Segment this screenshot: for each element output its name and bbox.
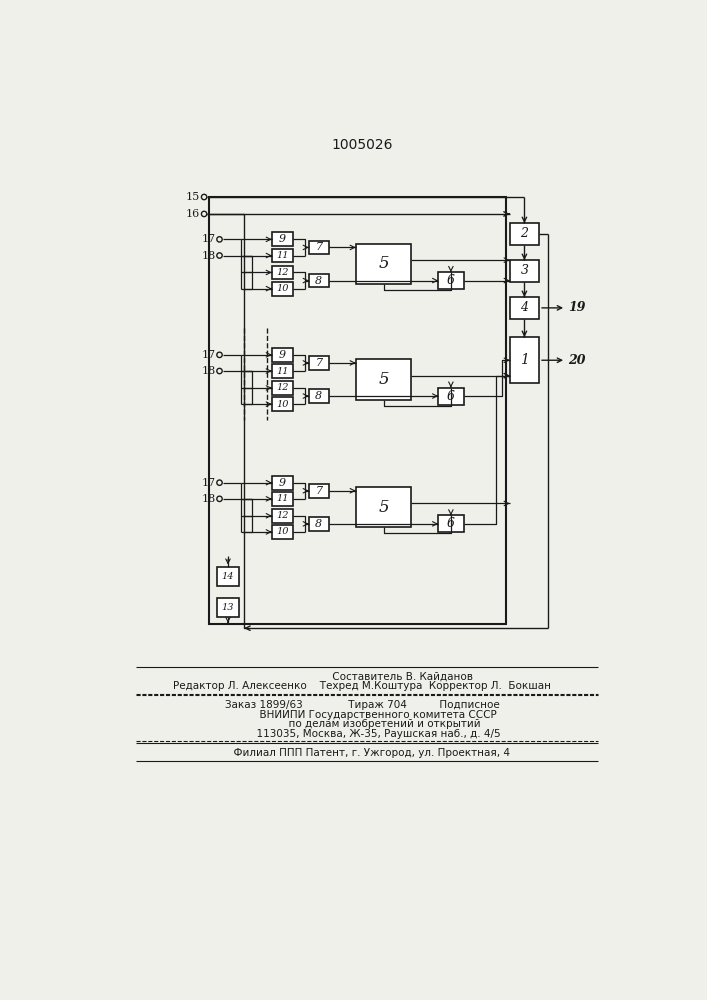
Bar [356,359,411,400]
Bar [272,266,293,279]
Bar [510,297,539,319]
Text: 10: 10 [276,284,288,293]
Text: 11: 11 [276,251,288,260]
Text: 8: 8 [315,391,322,401]
Text: 4: 4 [520,301,528,314]
Text: 6: 6 [447,274,455,287]
Text: 14: 14 [222,572,234,581]
Bar [309,484,329,498]
Bar [272,397,293,411]
Text: 7: 7 [315,486,322,496]
Bar [272,249,293,262]
Text: 8: 8 [315,276,322,286]
Text: 10: 10 [276,527,288,536]
Text: 20: 20 [568,354,586,367]
Text: 5: 5 [378,255,389,272]
Bar [438,515,464,532]
Text: 12: 12 [276,383,288,392]
Text: 8: 8 [315,519,322,529]
Text: 15: 15 [185,192,199,202]
Bar [217,598,239,617]
Bar [438,388,464,405]
Text: 9: 9 [279,234,286,244]
Bar [438,272,464,289]
Text: 16: 16 [185,209,199,219]
Bar [272,282,293,296]
Bar [272,348,293,362]
Text: 17: 17 [201,234,216,244]
Bar [217,567,239,586]
Bar [356,244,411,284]
Text: 6: 6 [447,390,455,403]
Bar [272,525,293,539]
Bar [309,389,329,403]
Text: Заказ 1899/63              Тираж 704          Подписное: Заказ 1899/63 Тираж 704 Подписное [225,700,499,710]
Text: 7: 7 [315,242,322,252]
Bar [272,381,293,395]
Text: 13: 13 [222,603,234,612]
Text: по делам изобретений и открытий: по делам изобретений и открытий [243,719,481,729]
Text: 1005026: 1005026 [331,138,392,152]
Bar [272,232,293,246]
Bar [356,487,411,527]
Bar [272,476,293,490]
Bar [309,517,329,531]
Text: 17: 17 [201,350,216,360]
Text: 9: 9 [279,478,286,488]
Text: 1: 1 [520,353,529,367]
Bar [272,509,293,523]
Text: 10: 10 [276,400,288,409]
Text: 12: 12 [276,268,288,277]
Text: 11: 11 [276,367,288,376]
Text: 2: 2 [520,227,528,240]
Text: 11: 11 [276,494,288,503]
Text: Филиал ППП Патент, г. Ужгород, ул. Проектная, 4: Филиал ППП Патент, г. Ужгород, ул. Проек… [214,748,510,758]
Text: 18: 18 [201,366,216,376]
Bar [510,337,539,383]
Text: 9: 9 [279,350,286,360]
Text: 3: 3 [520,264,528,277]
Text: 5: 5 [378,371,389,388]
Text: 7: 7 [315,358,322,368]
Bar [272,492,293,506]
Text: 113035, Москва, Ж-35, Раушская наб., д. 4/5: 113035, Москва, Ж-35, Раушская наб., д. … [223,729,501,739]
Text: 6: 6 [447,517,455,530]
Text: ВНИИПИ Государственного комитета СССР: ВНИИПИ Государственного комитета СССР [227,710,497,720]
Bar [309,241,329,254]
Text: Составитель В. Кайданов: Составитель В. Кайданов [251,672,473,682]
Text: 19: 19 [568,301,586,314]
Text: Редактор Л. Алексеенко    Техред М.Коштура  Корректор Л.  Бокшан: Редактор Л. Алексеенко Техред М.Коштура … [173,681,551,691]
Text: 17: 17 [201,478,216,488]
Bar [510,223,539,245]
Bar [209,197,506,624]
Bar [272,364,293,378]
Text: 12: 12 [276,511,288,520]
Text: 5: 5 [378,499,389,516]
Text: 18: 18 [201,251,216,261]
Bar [510,260,539,282]
Bar [309,274,329,287]
Bar [309,356,329,370]
Text: 18: 18 [201,494,216,504]
